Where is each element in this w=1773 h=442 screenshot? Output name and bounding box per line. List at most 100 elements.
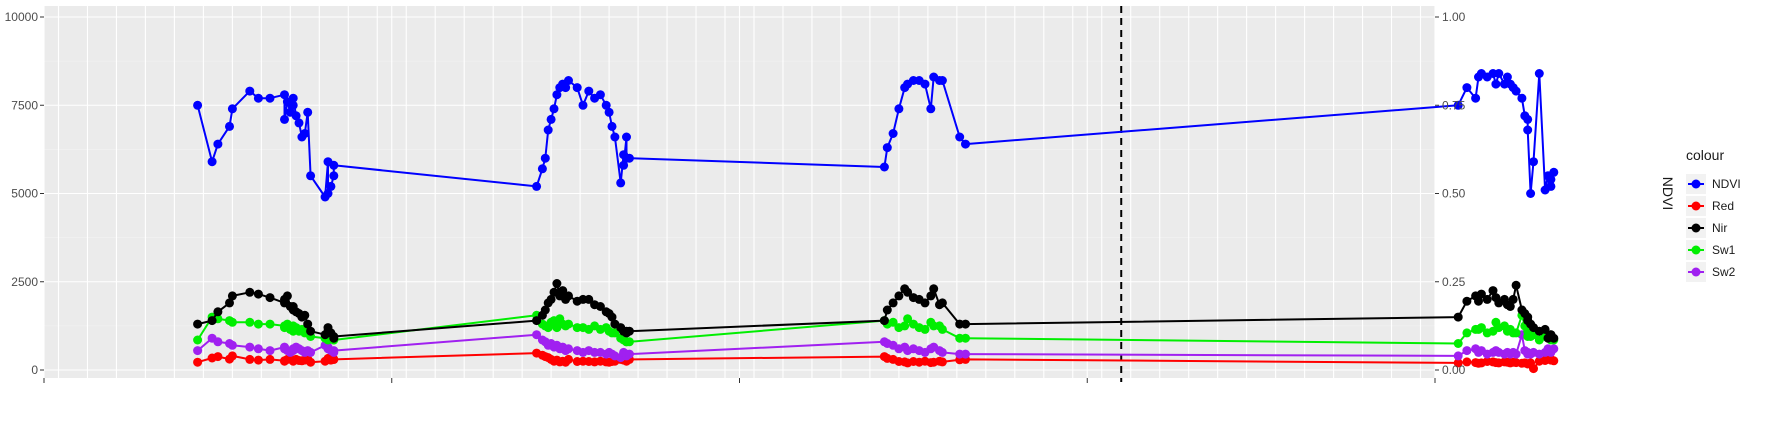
- data-point-ndvi: [937, 76, 947, 85]
- data-point-ndvi: [894, 104, 904, 114]
- data-point-ndvi: [532, 181, 542, 191]
- data-point-ndvi: [253, 93, 263, 103]
- x-axis: [43, 378, 1436, 383]
- data-point-nir: [879, 316, 889, 326]
- y-axis-left: 0 2500 5000 7500 10000: [5, 10, 44, 377]
- data-point-sw1: [1511, 328, 1521, 338]
- data-point-ndvi: [879, 162, 889, 172]
- data-point-sw2: [532, 330, 542, 340]
- data-point-nir: [225, 298, 234, 308]
- data-point-ndvi: [280, 90, 289, 100]
- data-point-nir: [894, 291, 904, 301]
- data-point-ndvi: [1546, 174, 1556, 184]
- data-point-ndvi: [624, 153, 634, 163]
- data-point-ndvi: [265, 93, 275, 103]
- data-point-nir: [926, 291, 936, 301]
- data-point-sw2: [564, 344, 573, 354]
- data-point-ndvi: [543, 125, 553, 135]
- data-point-ndvi: [1502, 72, 1512, 82]
- data-point-red: [329, 354, 339, 364]
- data-point-sw1: [937, 324, 947, 334]
- data-point-sw1: [961, 333, 970, 343]
- data-point-ndvi: [1526, 189, 1536, 198]
- data-point-nir: [929, 284, 939, 294]
- data-point-nir: [300, 310, 310, 320]
- data-point-nir: [937, 298, 947, 308]
- data-point-ndvi: [193, 100, 203, 110]
- data-point-nir: [207, 316, 217, 326]
- data-point-sw2: [193, 346, 203, 356]
- data-point-ndvi: [572, 83, 582, 93]
- legend: colour NDVI Red Nir Sw1 Sw2: [1686, 147, 1741, 282]
- data-point-ndvi: [537, 164, 547, 174]
- legend-label: Sw2: [1712, 265, 1736, 279]
- data-point-ndvi: [213, 139, 223, 149]
- data-point-ndvi: [549, 104, 559, 114]
- data-point-nir: [1505, 302, 1515, 311]
- data-point-sw2: [1549, 344, 1559, 354]
- series-red: [193, 348, 1559, 374]
- data-point-ndvi: [323, 189, 333, 198]
- data-point-sw1: [564, 319, 573, 329]
- data-point-ndvi: [1529, 157, 1538, 167]
- data-point-sw1: [900, 321, 910, 331]
- y2-tick-label: 0.25: [1442, 275, 1466, 289]
- data-point-ndvi: [329, 160, 339, 170]
- data-point-nir: [607, 312, 617, 322]
- data-point-sw1: [227, 317, 237, 327]
- data-point-nir: [903, 287, 913, 297]
- data-point-nir: [584, 294, 594, 304]
- data-point-nir: [540, 305, 550, 315]
- data-point-red: [213, 352, 223, 362]
- data-point-ndvi: [540, 153, 550, 163]
- data-point-ndvi: [546, 114, 556, 124]
- data-point-ndvi: [1523, 125, 1533, 135]
- data-point-ndvi: [561, 83, 571, 93]
- series-ndvi: [193, 69, 1559, 202]
- data-point-nir: [253, 289, 263, 299]
- data-point-nir: [552, 279, 562, 288]
- data-point-nir: [624, 326, 634, 336]
- data-point-ndvi: [280, 114, 289, 124]
- data-point-ndvi: [616, 178, 626, 188]
- data-point-ndvi: [920, 79, 930, 89]
- data-point-red: [193, 357, 203, 367]
- data-point-sw2: [329, 346, 339, 356]
- data-point-nir: [1453, 312, 1463, 322]
- data-point-sw2: [306, 347, 316, 357]
- data-point-ndvi: [564, 76, 573, 85]
- data-point-ndvi: [1471, 93, 1481, 103]
- y2-tick-label: 0.00: [1442, 363, 1466, 377]
- data-point-nir: [1482, 294, 1492, 304]
- data-point-nir: [920, 298, 930, 308]
- data-point-ndvi: [288, 93, 298, 103]
- y-tick-label: 7500: [11, 98, 38, 112]
- data-point-ndvi: [1511, 86, 1521, 96]
- data-point-ndvi: [1523, 114, 1533, 124]
- data-point-sw2: [1462, 346, 1472, 356]
- data-point-nir: [888, 298, 898, 308]
- data-point-nir: [1511, 280, 1521, 290]
- data-point-sw2: [1453, 351, 1463, 361]
- data-point-red: [245, 354, 255, 364]
- data-point-red: [1549, 356, 1559, 366]
- data-point-nir: [595, 302, 605, 311]
- y-tick-label: 0: [31, 363, 38, 377]
- data-point-red: [1453, 358, 1463, 368]
- data-point-ndvi: [288, 100, 298, 110]
- data-point-nir: [213, 307, 223, 317]
- legend-title: colour: [1686, 147, 1724, 163]
- data-point-ndvi: [601, 100, 611, 110]
- series-sw2: [193, 330, 1559, 363]
- y2-tick-label: 0.50: [1442, 187, 1466, 201]
- data-point-ndvi: [300, 129, 310, 138]
- data-point-ndvi: [227, 104, 237, 114]
- data-point-ndvi: [888, 129, 898, 138]
- data-point-red: [227, 351, 237, 361]
- data-point-red: [1462, 357, 1472, 367]
- y2-tick-label: 1.00: [1442, 10, 1466, 24]
- legend-label: Sw1: [1712, 243, 1736, 257]
- legend-key-point: [1691, 245, 1701, 255]
- legend-key-point: [1691, 267, 1701, 277]
